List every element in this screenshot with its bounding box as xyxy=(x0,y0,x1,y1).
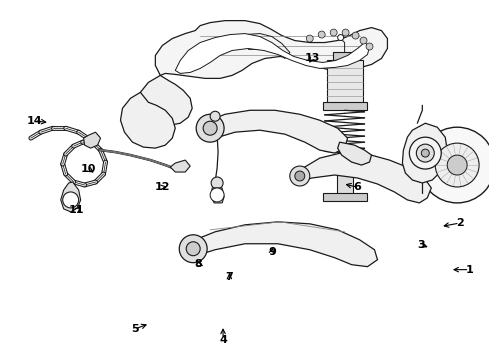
Circle shape xyxy=(366,43,373,50)
Polygon shape xyxy=(248,41,258,49)
Circle shape xyxy=(210,188,224,202)
Circle shape xyxy=(290,166,310,186)
Circle shape xyxy=(330,29,337,36)
Text: 8: 8 xyxy=(195,259,202,269)
Polygon shape xyxy=(138,75,192,125)
Circle shape xyxy=(360,37,367,44)
Circle shape xyxy=(306,35,313,42)
Polygon shape xyxy=(186,222,377,267)
Circle shape xyxy=(211,177,223,189)
Circle shape xyxy=(186,242,200,256)
Polygon shape xyxy=(250,41,256,48)
Circle shape xyxy=(409,137,441,169)
Circle shape xyxy=(342,29,349,36)
Polygon shape xyxy=(202,110,347,153)
Text: 6: 6 xyxy=(353,182,361,192)
Circle shape xyxy=(421,149,429,157)
Text: 10: 10 xyxy=(81,164,97,174)
Text: 1: 1 xyxy=(466,265,473,275)
Polygon shape xyxy=(211,188,224,203)
Circle shape xyxy=(338,35,343,41)
Text: 14: 14 xyxy=(26,116,42,126)
Text: 7: 7 xyxy=(225,272,233,282)
Text: 2: 2 xyxy=(456,218,464,228)
Text: 12: 12 xyxy=(154,182,170,192)
Polygon shape xyxy=(295,152,431,203)
Polygon shape xyxy=(323,193,367,201)
Text: 11: 11 xyxy=(69,206,84,216)
Polygon shape xyxy=(155,21,388,78)
Circle shape xyxy=(63,192,78,208)
Text: 5: 5 xyxy=(131,324,139,334)
Polygon shape xyxy=(323,102,367,110)
Circle shape xyxy=(416,144,434,162)
Polygon shape xyxy=(338,142,371,165)
Circle shape xyxy=(179,235,207,263)
Text: 4: 4 xyxy=(219,334,227,345)
Circle shape xyxy=(295,171,305,181)
Text: 9: 9 xyxy=(268,247,276,257)
Text: 13: 13 xyxy=(305,53,320,63)
Polygon shape xyxy=(327,60,363,105)
Polygon shape xyxy=(61,182,81,212)
Circle shape xyxy=(210,111,220,121)
Circle shape xyxy=(203,121,217,135)
Polygon shape xyxy=(337,165,353,195)
Circle shape xyxy=(352,32,359,39)
Text: 3: 3 xyxy=(417,239,424,249)
Polygon shape xyxy=(175,33,369,73)
Circle shape xyxy=(435,143,479,187)
Polygon shape xyxy=(402,123,447,183)
Circle shape xyxy=(196,114,224,142)
Polygon shape xyxy=(333,53,357,60)
Circle shape xyxy=(419,127,490,203)
Polygon shape xyxy=(84,132,100,148)
Circle shape xyxy=(318,31,325,38)
Polygon shape xyxy=(121,92,175,148)
Polygon shape xyxy=(171,160,190,172)
Circle shape xyxy=(447,155,467,175)
